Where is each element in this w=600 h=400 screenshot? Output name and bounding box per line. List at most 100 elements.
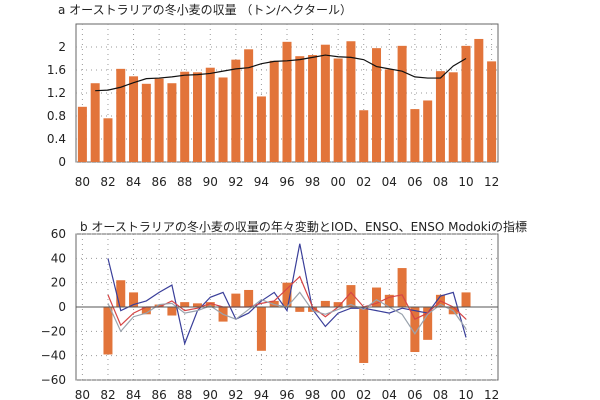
panel-a-x-tick-label: 84: [126, 175, 141, 189]
panel-a-bar: [410, 109, 420, 162]
panel-b-x-tick-label: 94: [254, 388, 269, 400]
panel-b-x-tick-label: 82: [100, 388, 115, 400]
panel-b-chart: 60 40 20 0 −20 −40 −60 80 82 84 86 88 90 92 94 96 98 00 02…: [41, 227, 500, 400]
panel-b-x-tick-label: 04: [382, 388, 397, 400]
panel-a-bar: [180, 71, 190, 162]
panel-b-x-tick-label: 00: [331, 388, 346, 400]
panel-a-bar: [129, 76, 139, 162]
panel-a-x-tick-label: 82: [100, 175, 115, 189]
panel-a-bar: [282, 41, 292, 163]
panel-a-x-tick-label: 88: [177, 175, 192, 189]
panel-b-x-tick-label: 80: [75, 388, 90, 400]
panel-b-bar: [372, 287, 382, 307]
panel-b-bar: [346, 285, 356, 307]
panel-b-bar: [116, 280, 126, 307]
panel-b-y-tick-label: −20: [41, 324, 66, 338]
panel-a-bar: [384, 69, 394, 162]
panel-a-bar: [256, 96, 266, 162]
panel-a-x-tick-label: 10: [458, 175, 473, 189]
panel-a-y-tick-label: 2: [58, 40, 66, 54]
panel-b-y-tick-label: 0: [58, 300, 66, 314]
panel-a-bar: [141, 83, 151, 162]
panel-b-y-tick-label: 20: [51, 276, 66, 290]
panel-b-bar: [141, 307, 151, 315]
panel-b-bar: [320, 300, 330, 307]
panel-a-bar: [435, 71, 445, 162]
panel-b-bar: [461, 292, 471, 307]
panel-b-x-tick-label: 08: [433, 388, 448, 400]
panel-a-bar: [154, 78, 164, 162]
panel-b-y-tick-label: 40: [51, 251, 66, 265]
panel-b-x-tick-label: 92: [228, 388, 243, 400]
panel-b-bar: [154, 304, 164, 307]
panel-b-x-tick-label: 10: [458, 388, 473, 400]
panel-a-bar: [423, 100, 433, 162]
panel-a-chart: 0 0.4 0.8 1.2 1.6 2 80 82 84 86 88 90 92 94 96 98 00 02 04…: [47, 23, 499, 189]
panel-a-bar: [218, 77, 228, 162]
panel-a-x-tick-label: 02: [356, 175, 371, 189]
panel-b-x-tick-label: 98: [305, 388, 320, 400]
panel-a-bar: [192, 72, 202, 162]
panel-b-bar: [192, 303, 202, 307]
panel-a-y-tick-label: 0: [58, 155, 66, 169]
panel-b-x-tick-label: 86: [151, 388, 166, 400]
panel-a-bar: [167, 83, 177, 162]
panel-a-bar: [244, 49, 254, 162]
panel-b-x-tick-label: 12: [484, 388, 499, 400]
panel-a-bar: [269, 60, 279, 162]
panel-b-bar: [384, 294, 394, 307]
panel-a-bar: [397, 45, 407, 162]
panel-b-bar: [410, 307, 420, 353]
panel-a-y-tick-label: 1.2: [47, 86, 66, 100]
panel-a-x-tick-label: 08: [433, 175, 448, 189]
panel-a-line-1: [95, 54, 467, 92]
panel-a-bar: [231, 59, 241, 162]
panel-b-x-tick-label: 96: [279, 388, 294, 400]
panel-a-bar: [308, 55, 318, 162]
panel-a-y-tick-label: 0.8: [47, 109, 66, 123]
panel-a-bar: [333, 58, 343, 162]
panel-a-y-tick-label: 0.4: [47, 132, 66, 146]
panel-a-bar: [474, 38, 484, 163]
panel-b-y-tick-label: −40: [41, 349, 66, 363]
panel-a-x-tick-label: 94: [254, 175, 269, 189]
panel-b-bar: [205, 302, 215, 307]
panel-b-bar: [129, 292, 139, 307]
panel-b-bar: [256, 307, 266, 351]
panel-a-x-tick-label: 98: [305, 175, 320, 189]
panel-b-y-tick-label: 60: [51, 227, 66, 241]
panel-b-x-tick-label: 84: [126, 388, 141, 400]
panel-b-bar: [333, 302, 343, 307]
panel-b-bar: [359, 307, 369, 363]
panel-a-bar: [461, 45, 471, 162]
panel-a-bar: [487, 61, 497, 162]
panel-b-bar: [231, 293, 241, 307]
panel-b-bar: [167, 307, 177, 316]
panel-a-bar: [90, 83, 100, 162]
panel-a-x-tick-label: 90: [203, 175, 218, 189]
panel-b-y-tick-label: −60: [41, 373, 66, 387]
panel-a-bar: [359, 110, 369, 162]
panel-b-bar: [282, 282, 292, 307]
panel-a-bar: [205, 67, 215, 162]
chart-a-title: a オーストラリアの冬小麦の収量 （トン/ヘクタール）: [58, 2, 352, 17]
panel-a-x-tick-label: 86: [151, 175, 166, 189]
panel-a-x-tick-label: 00: [331, 175, 346, 189]
panel-a-x-tick-label: 80: [75, 175, 90, 189]
panel-b-x-tick-label: 06: [407, 388, 422, 400]
panel-b-bar: [397, 268, 407, 307]
panel-b-line-1: [107, 243, 467, 346]
panel-b-line-2: [107, 275, 467, 327]
panel-b-bar: [244, 289, 254, 307]
panel-b-x-tick-label: 88: [177, 388, 192, 400]
panel-a-bar: [372, 48, 382, 162]
panel-a-x-tick-label: 92: [228, 175, 243, 189]
panel-a-x-tick-label: 12: [484, 175, 499, 189]
panel-a-bar: [448, 72, 458, 162]
panel-a-y-tick-label: 1.6: [47, 63, 66, 77]
panel-a-bar: [77, 106, 87, 162]
panel-a-bar: [116, 68, 126, 162]
panel-a-bar: [320, 44, 330, 163]
chart-b-title: b オーストラリアの冬小麦の収量の年々変動とIOD、ENSO、ENSO Modo…: [80, 219, 527, 234]
